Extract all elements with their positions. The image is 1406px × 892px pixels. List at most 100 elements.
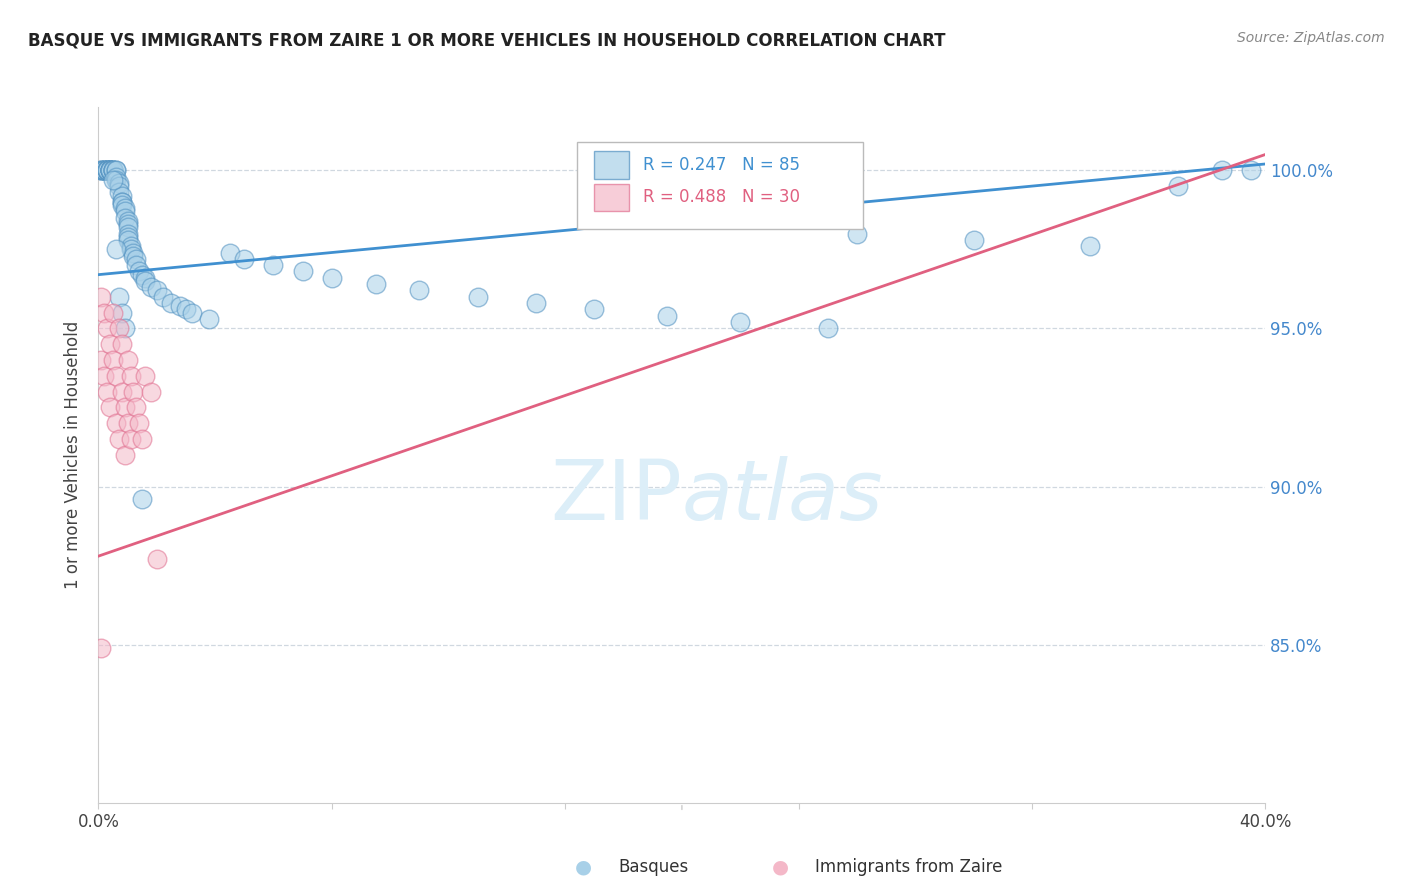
Point	[108, 186, 131, 200]
Point	[90, 163, 112, 178]
Point	[108, 432, 131, 446]
Point	[98, 401, 121, 415]
Point	[90, 640, 112, 655]
Point	[146, 552, 169, 566]
Point	[117, 217, 139, 231]
Point	[101, 163, 124, 178]
Point	[160, 296, 183, 310]
Point	[134, 274, 156, 288]
Point	[583, 302, 606, 317]
Point	[108, 179, 131, 194]
Point	[101, 163, 124, 178]
Point	[657, 309, 679, 323]
Point	[1080, 239, 1102, 253]
Point	[120, 243, 142, 257]
Text: ZIP: ZIP	[550, 456, 682, 537]
Point	[262, 258, 284, 272]
Point	[117, 214, 139, 228]
Point	[93, 368, 115, 383]
Point	[98, 163, 121, 178]
Point	[131, 492, 153, 507]
Point	[104, 163, 127, 178]
Point	[111, 194, 134, 209]
Point	[90, 163, 112, 178]
Point	[1167, 179, 1189, 194]
Point	[114, 448, 136, 462]
Point	[218, 245, 240, 260]
Point	[90, 163, 112, 178]
Point	[524, 296, 547, 310]
Point	[104, 243, 127, 257]
Point	[134, 368, 156, 383]
Point	[131, 432, 153, 446]
Point	[364, 277, 387, 292]
Point	[96, 163, 118, 178]
Point	[1211, 163, 1233, 178]
Point	[233, 252, 256, 266]
Point	[101, 163, 124, 178]
Bar	[595, 151, 630, 178]
Point	[962, 233, 984, 247]
Bar	[595, 184, 630, 211]
Point	[117, 220, 139, 235]
Point	[120, 368, 142, 383]
Point	[98, 163, 121, 178]
Point	[131, 268, 153, 282]
Text: R = 0.247   N = 85: R = 0.247 N = 85	[644, 156, 800, 174]
Point	[90, 290, 112, 304]
Point	[114, 204, 136, 219]
Point	[174, 302, 197, 317]
Point	[846, 227, 869, 241]
Point	[152, 290, 174, 304]
Point	[146, 284, 169, 298]
Y-axis label: 1 or more Vehicles in Household: 1 or more Vehicles in Household	[65, 321, 83, 589]
Text: ●: ●	[772, 857, 789, 877]
Point	[98, 163, 121, 178]
Point	[117, 227, 139, 241]
Point	[467, 290, 489, 304]
Point	[104, 417, 127, 431]
Text: Immigrants from Zaire: Immigrants from Zaire	[815, 858, 1002, 876]
Point	[104, 169, 127, 184]
Point	[96, 384, 118, 399]
Point	[98, 163, 121, 178]
Point	[111, 188, 134, 202]
Point	[128, 417, 150, 431]
Point	[111, 198, 134, 212]
Point	[114, 401, 136, 415]
Point	[321, 270, 343, 285]
Point	[139, 384, 162, 399]
Point	[114, 321, 136, 335]
FancyBboxPatch shape	[576, 142, 863, 229]
Point	[125, 258, 148, 272]
Point	[96, 163, 118, 178]
Point	[120, 432, 142, 446]
Point	[291, 264, 314, 278]
Point	[108, 290, 131, 304]
Point	[114, 211, 136, 225]
Point	[122, 249, 145, 263]
Point	[108, 321, 131, 335]
Point	[198, 312, 221, 326]
Point	[408, 284, 430, 298]
Point	[117, 229, 139, 244]
Point	[169, 299, 191, 313]
Point	[128, 264, 150, 278]
Point	[180, 305, 202, 319]
Point	[101, 173, 124, 187]
Point	[122, 245, 145, 260]
Point	[93, 305, 115, 319]
Point	[120, 239, 142, 253]
Point	[111, 194, 134, 209]
Point	[817, 321, 839, 335]
Text: ●: ●	[575, 857, 592, 877]
Point	[125, 401, 148, 415]
Point	[1240, 163, 1263, 178]
Point	[104, 368, 127, 383]
Text: Source: ZipAtlas.com: Source: ZipAtlas.com	[1237, 31, 1385, 45]
Point	[117, 233, 139, 247]
Point	[98, 337, 121, 351]
Point	[104, 163, 127, 178]
Point	[117, 353, 139, 368]
Point	[101, 163, 124, 178]
